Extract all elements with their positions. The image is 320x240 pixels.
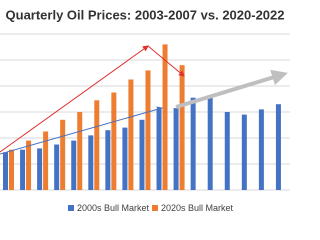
legend-swatch	[152, 205, 158, 211]
bar	[224, 112, 230, 190]
arrow-blue	[0, 106, 163, 155]
bar	[54, 144, 60, 190]
bar	[43, 131, 49, 190]
bar	[162, 44, 168, 191]
bar	[88, 135, 94, 190]
bar	[20, 149, 26, 190]
bar	[241, 114, 247, 190]
bar	[190, 97, 196, 190]
bar	[207, 96, 213, 190]
chart: Quarterly Oil Prices: 2003-2007 vs. 2020…	[0, 7, 290, 213]
bar	[139, 119, 145, 190]
legend-label: 2020s Bull Market	[161, 203, 234, 213]
bar	[77, 112, 83, 190]
bar	[3, 152, 8, 190]
legend-swatch	[68, 205, 74, 211]
bar	[156, 109, 162, 190]
bar	[145, 70, 151, 190]
page: Quarterly Oil Prices: 2003-2007 vs. 2020…	[0, 7, 290, 213]
bar	[26, 140, 32, 190]
arrow-down	[147, 45, 185, 77]
trend-arrows	[0, 45, 288, 155]
arrow-up	[0, 45, 149, 153]
bar	[173, 108, 179, 190]
bar	[179, 65, 185, 190]
bar	[122, 127, 128, 190]
bar	[37, 148, 43, 190]
bar	[275, 104, 281, 190]
chart-title: Quarterly Oil Prices: 2003-2007 vs. 2020…	[6, 7, 285, 22]
arrow-gray	[175, 69, 288, 109]
bar	[71, 140, 77, 190]
legend: 2000s Bull Market 2020s Bull Market	[68, 203, 234, 213]
grid	[0, 33, 290, 191]
legend-label: 2000s Bull Market	[77, 203, 150, 213]
bar	[94, 100, 100, 190]
bar	[128, 79, 134, 190]
bars	[3, 44, 281, 191]
bar	[105, 130, 111, 190]
bar	[258, 109, 264, 190]
bar	[9, 149, 14, 190]
bar	[60, 119, 66, 190]
bar	[111, 92, 117, 190]
